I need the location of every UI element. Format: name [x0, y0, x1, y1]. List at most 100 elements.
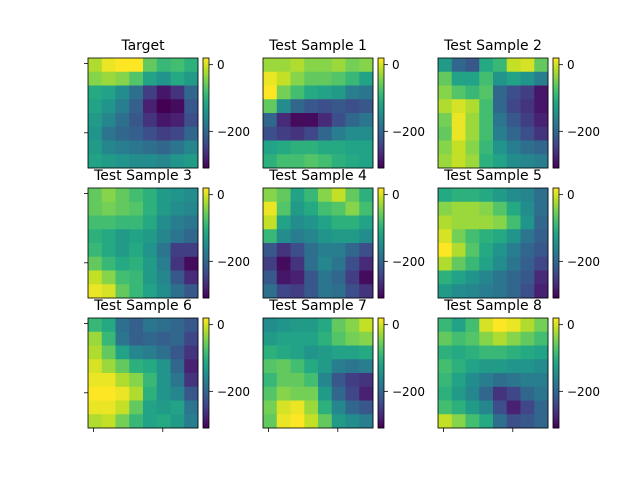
heatmap-cell	[101, 318, 116, 333]
colorbar-band	[378, 69, 384, 72]
heatmap-cell	[438, 85, 453, 100]
colorbar-band	[553, 367, 559, 370]
heatmap-cell	[331, 99, 346, 114]
colorbar-band	[378, 58, 384, 61]
heatmap-cell	[438, 318, 453, 333]
colorbar-band	[553, 252, 559, 255]
colorbar-band	[378, 164, 384, 167]
colorbar-tick-label: −200	[217, 125, 250, 139]
heatmap-cell	[170, 126, 185, 141]
colorbar-band	[203, 365, 209, 368]
heatmap-cell	[465, 331, 480, 346]
colorbar-band	[553, 146, 559, 149]
colorbar-band	[378, 382, 384, 385]
colorbar-band	[553, 385, 559, 389]
panel-title: Test Sample 7	[268, 298, 367, 314]
heatmap-cell	[88, 201, 103, 216]
heatmap-cell	[263, 414, 278, 429]
colorbar-band	[378, 404, 384, 407]
colorbar-band	[203, 217, 209, 220]
heatmap-cell	[101, 243, 116, 258]
heatmap-cell	[129, 414, 144, 429]
heatmap-cell	[331, 284, 346, 299]
heatmap-cell	[493, 373, 508, 388]
heatmap-cell	[438, 229, 453, 244]
colorbar-band	[553, 327, 559, 330]
colorbar-band	[553, 197, 559, 200]
colorbar-band	[553, 87, 559, 90]
colorbar-band	[203, 131, 209, 134]
colorbar-tick-label: −200	[392, 125, 425, 139]
heatmap-cell	[318, 229, 333, 244]
colorbar-band	[378, 122, 384, 125]
heatmap-cell	[479, 373, 494, 388]
colorbar-band	[553, 70, 559, 74]
heatmap-cell	[88, 154, 103, 169]
panel-title: Target	[120, 38, 165, 54]
heatmap-cell	[493, 284, 508, 299]
colorbar-band	[553, 338, 559, 341]
heatmap-cell	[170, 270, 185, 285]
heatmap-cell	[520, 400, 535, 415]
heatmap-cell	[276, 270, 291, 285]
colorbar-band	[553, 417, 559, 420]
colorbar-band	[378, 354, 384, 357]
heatmap-cell	[506, 71, 521, 86]
colorbar-band	[553, 153, 559, 156]
colorbar-band	[203, 363, 209, 367]
colorbar-band	[378, 378, 384, 381]
heatmap-cell	[276, 243, 291, 258]
heatmap-cell	[318, 256, 333, 271]
heatmap-cell	[276, 386, 291, 401]
colorbar-band	[203, 142, 209, 145]
colorbar-band	[203, 396, 209, 400]
heatmap-cell	[345, 99, 360, 114]
heatmap-cell	[345, 373, 360, 388]
colorbar-band	[378, 105, 384, 108]
heatmap-cell	[331, 154, 346, 169]
colorbar-band	[203, 382, 209, 385]
heatmap-cell	[451, 414, 466, 429]
colorbar-band	[203, 61, 209, 64]
heatmap-cell	[143, 113, 158, 128]
colorbar-band	[203, 124, 209, 127]
colorbar-band	[553, 400, 559, 403]
heatmap-cell	[184, 99, 199, 114]
colorbar-band	[203, 188, 209, 191]
heatmap-cell	[290, 386, 305, 401]
heatmap-cell	[263, 359, 278, 374]
colorbar-band	[203, 78, 209, 81]
heatmap-cell	[290, 99, 305, 114]
heatmap-cell	[451, 243, 466, 258]
heatmap-cell	[156, 345, 171, 360]
heatmap-cell	[276, 331, 291, 346]
colorbar-band	[203, 89, 209, 92]
heatmap-cell	[304, 229, 319, 244]
colorbar-band	[553, 389, 559, 392]
colorbar-band	[203, 65, 209, 68]
colorbar-band	[203, 279, 209, 282]
colorbar-band	[553, 244, 559, 248]
heatmap-cell	[359, 140, 374, 155]
colorbar-band	[203, 158, 209, 162]
heatmap-cell	[101, 188, 116, 203]
heatmap-cell	[465, 229, 480, 244]
heatmap-cell	[534, 256, 549, 271]
colorbar-band	[203, 318, 209, 321]
colorbar-band	[203, 380, 209, 383]
heatmap-cell	[465, 243, 480, 258]
heatmap-cell	[184, 71, 199, 86]
colorbar-band	[203, 221, 209, 224]
heatmap-cell	[479, 359, 494, 374]
colorbar-band	[203, 400, 209, 403]
heatmap-cell	[451, 71, 466, 86]
colorbar-band	[378, 358, 384, 361]
colorbar-band	[203, 74, 209, 77]
heatmap-cell	[184, 243, 199, 258]
colorbar-band	[203, 294, 209, 297]
colorbar-band	[378, 228, 384, 231]
heatmap-cell	[88, 243, 103, 258]
heatmap-cell	[304, 331, 319, 346]
colorbar-band	[203, 144, 209, 147]
colorbar-band	[553, 111, 559, 114]
